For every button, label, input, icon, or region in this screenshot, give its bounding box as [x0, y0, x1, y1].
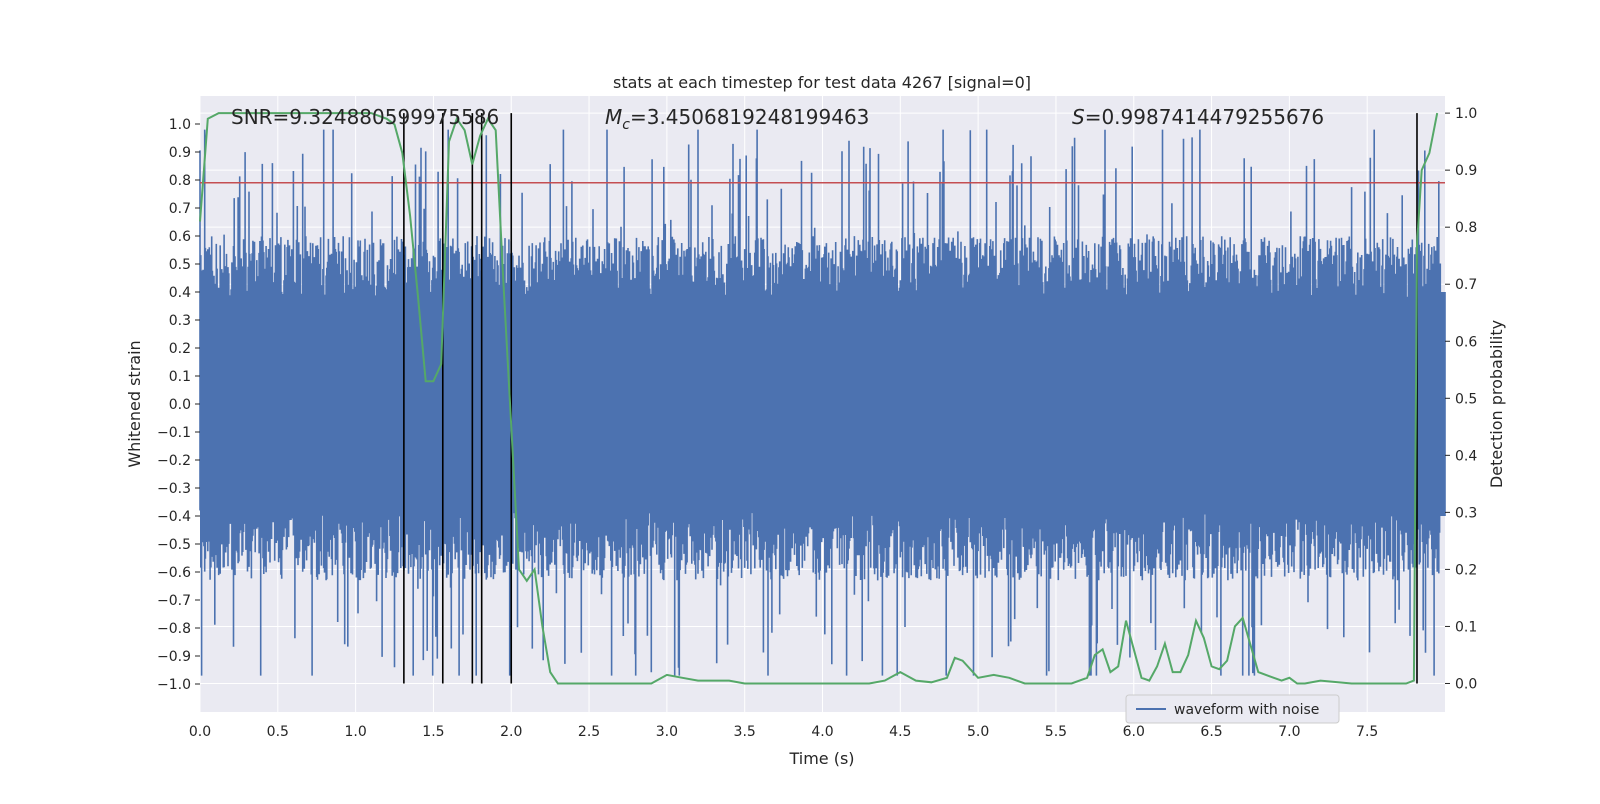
y-tick-label: −0.5 [157, 537, 191, 553]
x-tick-label: 6.0 [1123, 724, 1145, 740]
mc-annotation: Mc=3.4506819248199463 [605, 105, 869, 133]
y-tick-label: 0.8 [169, 173, 191, 189]
x-tick-label: 7.5 [1356, 724, 1378, 740]
x-tick-label: 5.0 [967, 724, 989, 740]
x-tick-label: 5.5 [1045, 724, 1067, 740]
chart-title: stats at each timestep for test data 426… [613, 73, 1031, 92]
y-right-axis-label: Detection probability [1487, 320, 1506, 488]
x-tick-label: 2.0 [500, 724, 522, 740]
y-axis-label: Whitened strain [125, 340, 144, 467]
y-right-tick-label: 0.4 [1455, 448, 1477, 464]
y-right-tick-label: 0.9 [1455, 163, 1477, 179]
y-right-tick-label: 1.0 [1455, 106, 1477, 122]
x-tick-label: 3.5 [734, 724, 756, 740]
s-symbol: S [1072, 105, 1085, 129]
legend-box [1125, 694, 1340, 724]
y-right-tick-label: 0.6 [1455, 334, 1477, 350]
y-tick-label: −0.3 [157, 481, 191, 497]
y-tick-label: 0.5 [169, 257, 191, 273]
x-tick-label: 4.5 [889, 724, 911, 740]
y-axis-ticks: 1.0 0.9 0.8 0.7 0.6 0.5 0.4 0.3 0.2 0.1 0.0 −0.1 −0.… [157, 117, 200, 693]
probability-series [199, 112, 1439, 685]
x-tick-label: 7.0 [1278, 724, 1300, 740]
legend: waveform with noise [1125, 694, 1340, 724]
x-tick-label: 4.0 [811, 724, 833, 740]
strain-core-band [200, 297, 1445, 511]
y-tick-label: −0.1 [157, 425, 191, 441]
y-tick-label: 0.2 [169, 341, 191, 357]
y-tick-label: 0.0 [169, 397, 191, 413]
y-right-tick-label: 0.1 [1455, 619, 1477, 635]
x-tick-label: 0.0 [189, 724, 211, 740]
legend-label: waveform with noise [1174, 702, 1319, 718]
y-tick-label: −0.9 [157, 649, 191, 665]
y-tick-label: −0.7 [157, 593, 191, 609]
mc-value: =3.4506819248199463 [630, 105, 869, 129]
x-axis-label: Time (s) [788, 749, 854, 768]
x-tick-label: 1.0 [344, 724, 366, 740]
y-tick-label: −0.6 [157, 565, 191, 581]
x-axis-ticks: 0.0 0.5 1.0 1.5 2.0 2.5 3.0 3.5 4.0 4.5 5.0 5.5 6.0 6… [189, 724, 1378, 740]
s-annotation: S=0.9987414479255676 [1072, 105, 1324, 129]
y-right-tick-label: 0.3 [1455, 505, 1477, 521]
y-tick-label: −0.2 [157, 453, 191, 469]
y-right-tick-label: 0.5 [1455, 391, 1477, 407]
y-right-axis-ticks: 1.0 0.9 0.8 0.7 0.6 0.5 0.4 0.3 0.2 0.1 0.0 [1445, 106, 1477, 692]
y-right-tick-label: 0.7 [1455, 277, 1477, 293]
x-tick-label: 1.5 [422, 724, 444, 740]
mc-subscript: c [622, 117, 630, 133]
mc-symbol: M [605, 105, 622, 129]
vertical-markers [403, 113, 1418, 684]
x-tick-label: 0.5 [267, 724, 289, 740]
x-tick-label: 3.0 [656, 724, 678, 740]
y-tick-label: −0.4 [157, 509, 191, 525]
snr-annotation: SNR=9.324880599975586 [231, 105, 499, 129]
y-tick-label: 1.0 [169, 117, 191, 133]
y-tick-label: 0.1 [169, 369, 191, 385]
x-tick-label: 2.5 [578, 724, 600, 740]
y-tick-label: 0.9 [169, 145, 191, 161]
y-tick-label: 0.6 [169, 229, 191, 245]
y-tick-label: 0.3 [169, 313, 191, 329]
y-right-tick-label: 0.2 [1455, 562, 1477, 578]
strain-series [199, 129, 1446, 676]
probability-line [199, 112, 1439, 685]
y-right-tick-label: 0.0 [1455, 676, 1477, 692]
s-value: =0.9987414479255676 [1085, 105, 1324, 129]
y-tick-label: −0.8 [157, 621, 191, 637]
y-tick-label: −1.0 [157, 677, 191, 693]
y-tick-label: 0.4 [169, 285, 191, 301]
x-tick-label: 6.5 [1200, 724, 1222, 740]
y-tick-label: 0.7 [169, 201, 191, 217]
y-right-tick-label: 0.8 [1455, 220, 1477, 236]
